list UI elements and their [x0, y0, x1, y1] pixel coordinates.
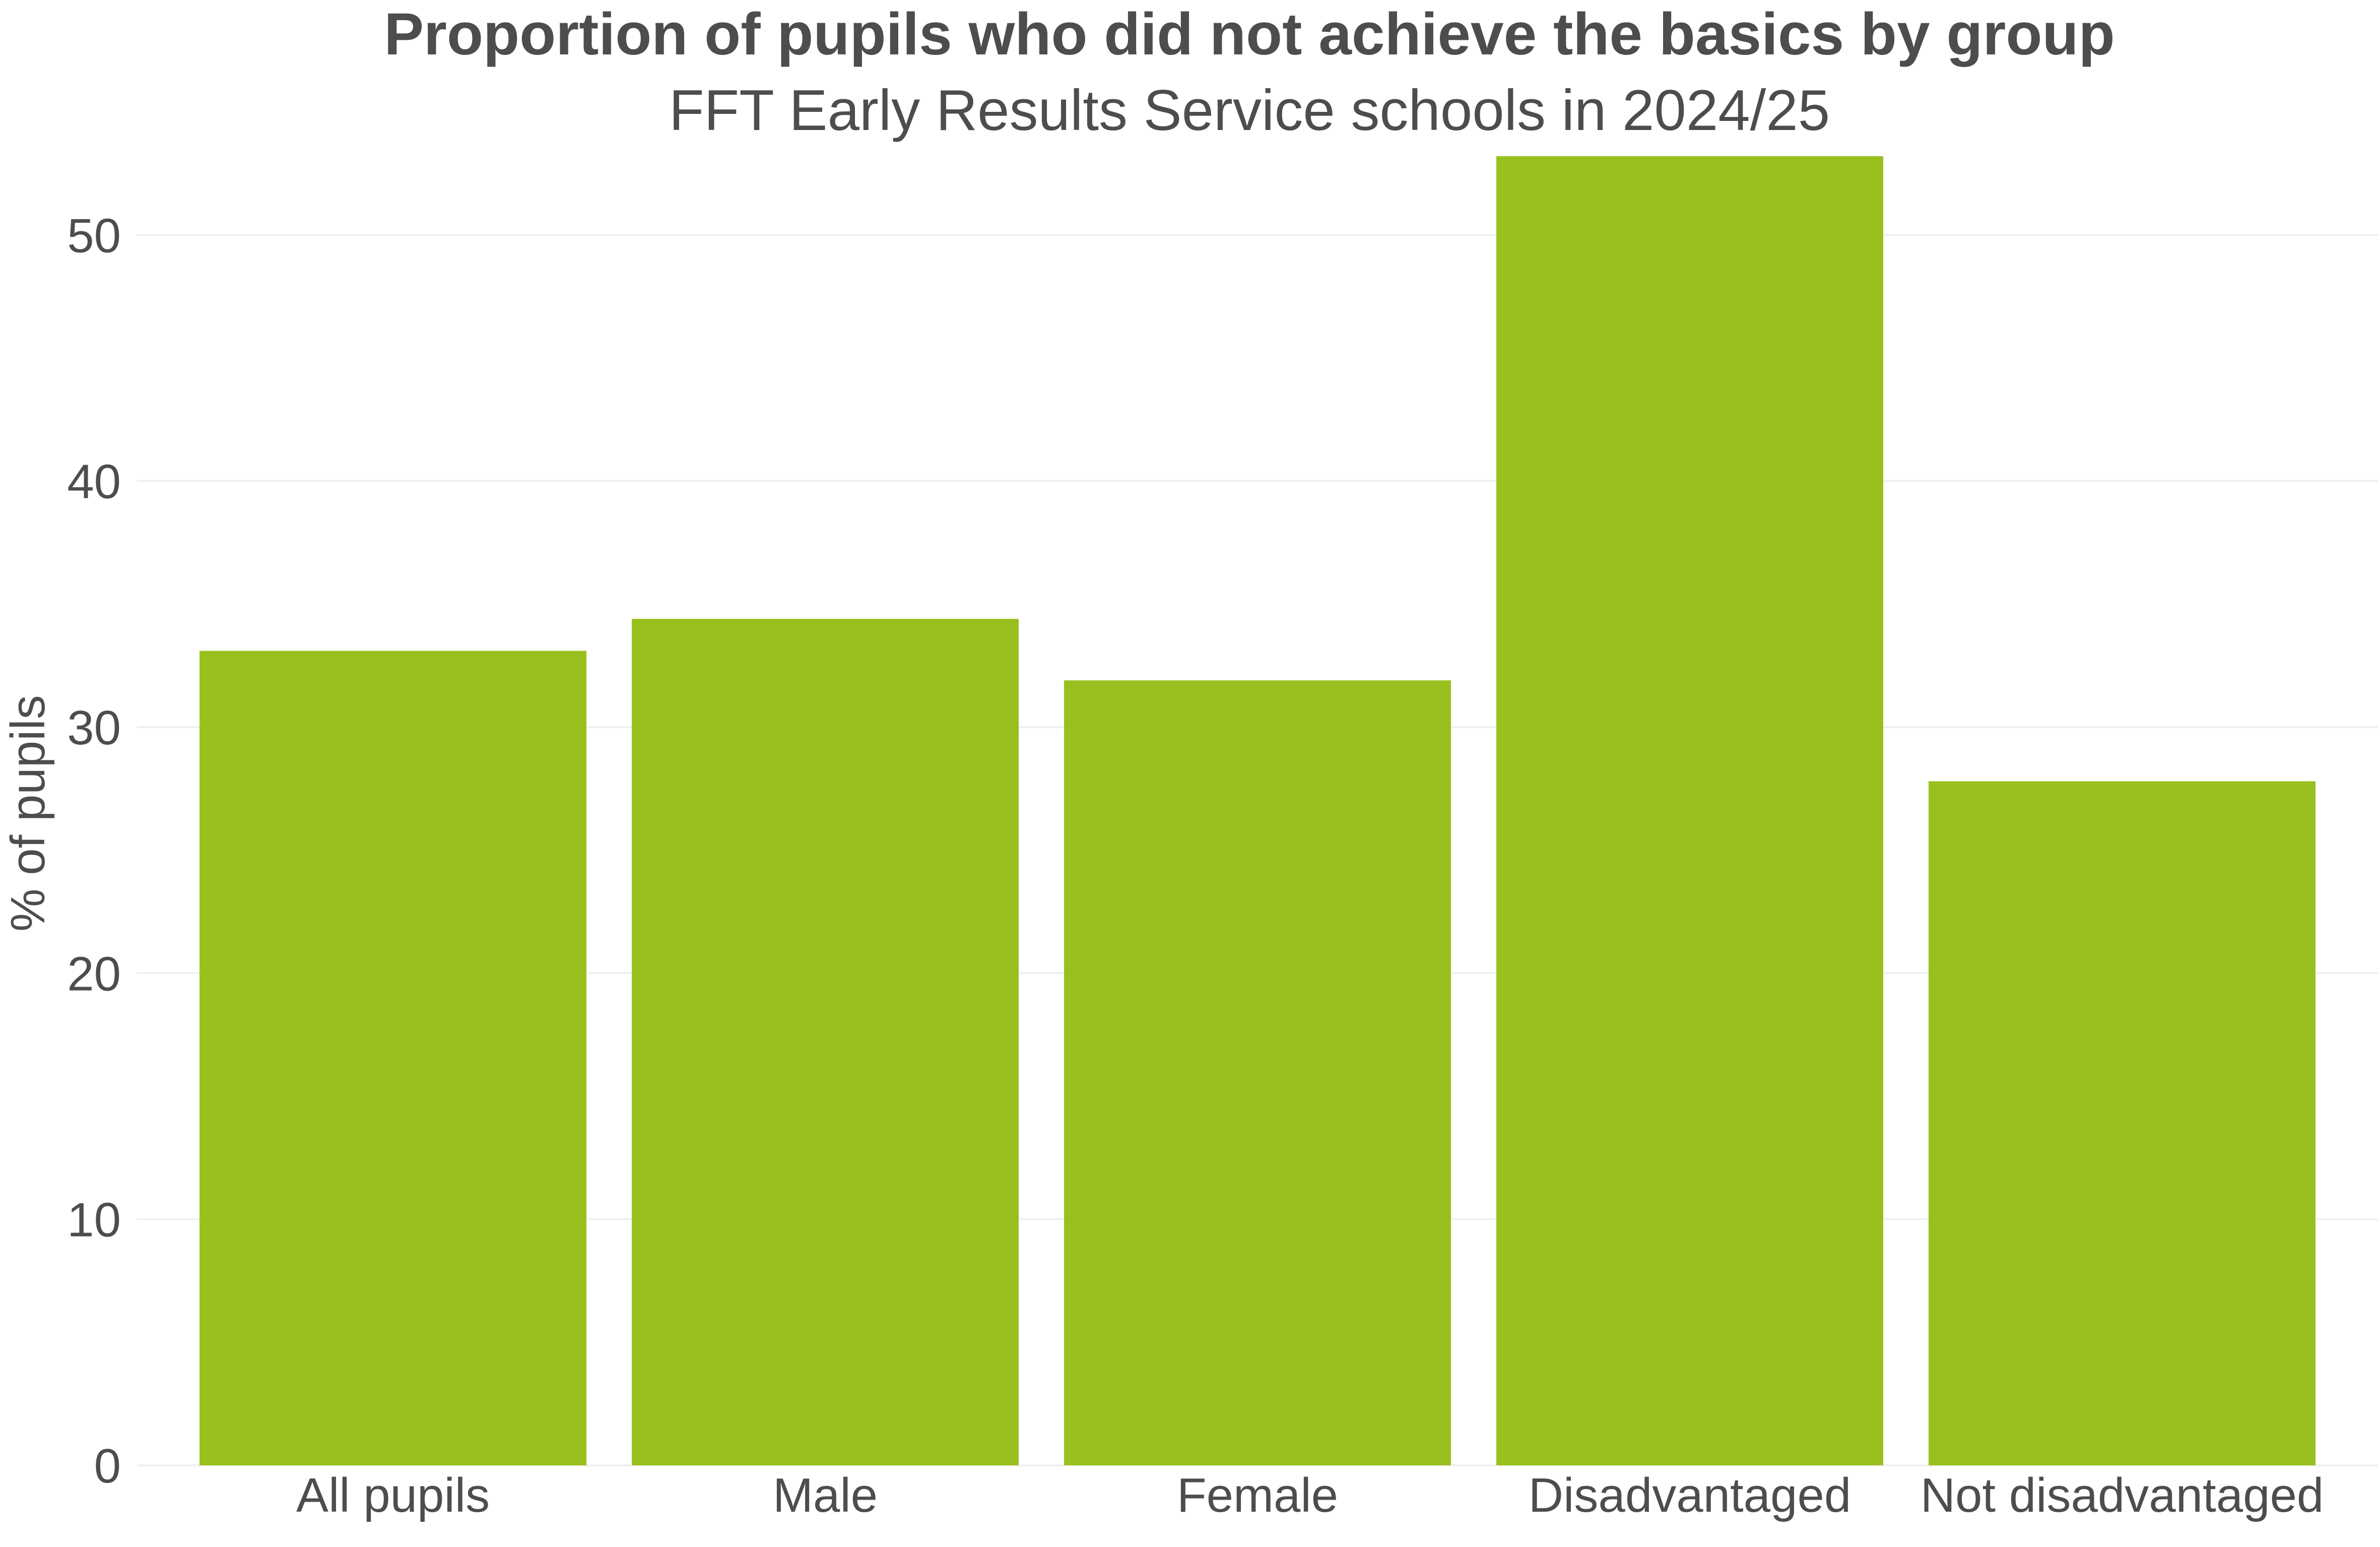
x-tick-label-0: All pupils — [296, 1468, 490, 1522]
y-tick-label-1: 10 — [67, 1193, 121, 1247]
bar-2 — [1064, 680, 1451, 1465]
y-tick-label-0: 0 — [94, 1439, 121, 1493]
bar-3 — [1496, 156, 1883, 1465]
y-axis-ticks: 0 10 20 30 40 50 — [67, 209, 121, 1493]
y-tick-label-3: 30 — [67, 701, 121, 755]
chart-subtitle: FFT Early Results Service schools in 202… — [669, 79, 1830, 143]
x-tick-label-4: Not disadvantaged — [1921, 1468, 2324, 1522]
x-axis-ticks: All pupils Male Female Disadvantaged Not dis… — [296, 1468, 2324, 1522]
x-tick-label-2: Female — [1177, 1468, 1338, 1522]
y-tick-label-2: 20 — [67, 947, 121, 1001]
x-tick-label-1: Male — [773, 1468, 878, 1522]
bars — [200, 156, 2316, 1465]
y-tick-label-4: 40 — [67, 455, 121, 509]
y-axis-label: % of pupils — [1, 695, 55, 932]
chart-title: Proportion of pupils who did not achieve… — [384, 1, 2114, 68]
bar-1 — [632, 619, 1019, 1465]
bar-4 — [1929, 781, 2316, 1465]
bar-0 — [200, 651, 586, 1465]
y-tick-label-5: 50 — [67, 209, 121, 263]
x-tick-label-3: Disadvantaged — [1529, 1468, 1851, 1522]
